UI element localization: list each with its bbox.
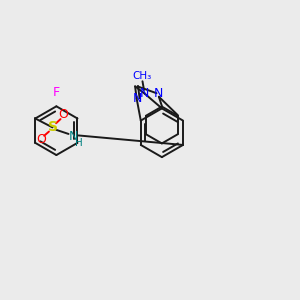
Text: O: O <box>58 108 68 122</box>
Text: O: O <box>36 133 46 146</box>
Text: N: N <box>154 87 164 100</box>
Text: S: S <box>47 120 58 134</box>
Text: N: N <box>69 130 79 143</box>
Text: H: H <box>75 139 83 148</box>
Text: N: N <box>140 87 149 100</box>
Text: F: F <box>53 86 60 99</box>
Text: CH₃: CH₃ <box>133 71 152 81</box>
Text: N: N <box>133 92 142 105</box>
